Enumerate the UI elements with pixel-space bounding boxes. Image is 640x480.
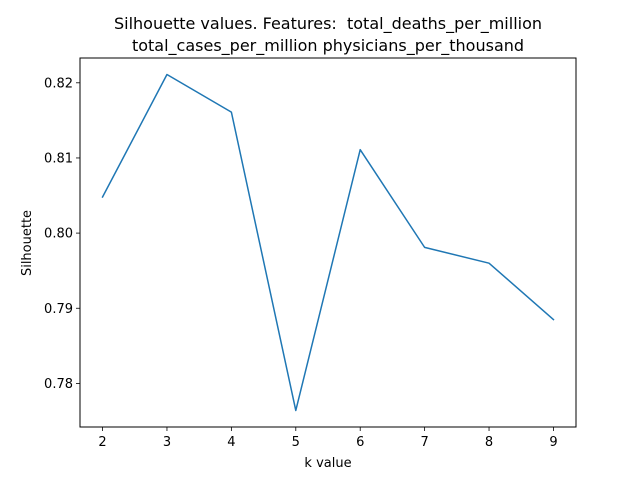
y-tick-label: 0.82 xyxy=(44,76,73,91)
x-tick-label: 7 xyxy=(420,435,428,450)
y-tick-label: 0.78 xyxy=(44,377,73,392)
series-line-layer xyxy=(101,73,555,412)
series-line-0 xyxy=(101,73,555,412)
y-tick-label: 0.81 xyxy=(44,151,73,166)
plot-frame xyxy=(79,57,577,428)
x-tick-label: 6 xyxy=(356,435,364,450)
x-axis-ticks: 2 3 4 5 6 7 8 9 xyxy=(98,427,558,450)
x-tick-label: 3 xyxy=(163,435,171,450)
y-tick-label: 0.80 xyxy=(44,227,73,242)
x-tick-label: 8 xyxy=(485,435,493,450)
y-axis-label: Silhouette xyxy=(20,210,35,276)
plot-area xyxy=(79,57,577,428)
x-tick-label: 4 xyxy=(227,435,235,450)
x-tick-label: 5 xyxy=(292,435,300,450)
y-tick-label: 0.79 xyxy=(44,302,73,317)
x-tick-label: 9 xyxy=(549,435,557,450)
chart-title-line-1: Silhouette values. Features: total_death… xyxy=(113,14,543,33)
y-axis-ticks: 0.78 0.79 0.80 0.81 0.82 xyxy=(44,76,80,392)
x-axis-label: k value xyxy=(304,456,351,471)
x-tick-label: 2 xyxy=(98,435,106,450)
chart-title-line-2: total_cases_per_million physicians_per_t… xyxy=(131,36,525,55)
